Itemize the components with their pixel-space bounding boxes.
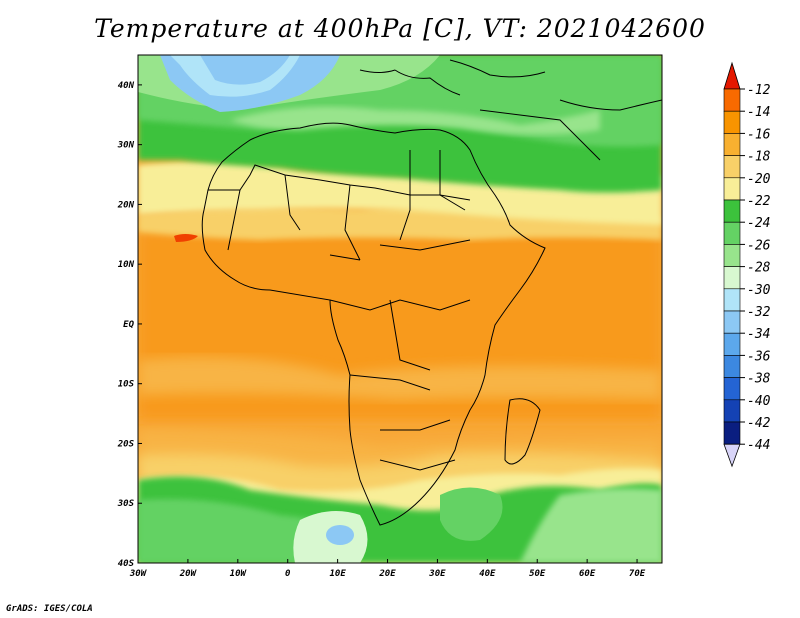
colorbar-top-arrow [723, 61, 741, 90]
colorbar-label: -40 [747, 394, 771, 409]
lat-label: 30S [117, 499, 135, 509]
lat-label: 10N [118, 260, 135, 270]
colorbar-label: -22 [747, 194, 771, 209]
lat-label: 30N [117, 141, 135, 151]
colorbar-label: -42 [747, 416, 771, 431]
latitude-labels: 40N 30N 20N 10N EQ 10S 20S 30S 40S [117, 81, 135, 569]
lon-label: 50E [529, 569, 546, 579]
colorbar-label: -20 [747, 172, 771, 187]
lat-label: 10S [118, 380, 135, 390]
colorbar-bottom-arrow [723, 443, 741, 468]
colorbar-segment [723, 155, 741, 179]
colorbar-label: -32 [747, 305, 771, 320]
colorbar-segment [723, 332, 741, 356]
map-frame [137, 54, 663, 564]
colorbar-segment [723, 110, 741, 134]
lat-label: 40S [118, 559, 135, 569]
lat-label: EQ [123, 320, 134, 330]
colorbar-segment [723, 199, 741, 223]
colorbar-segment [723, 266, 741, 290]
colorbar-label: -34 [747, 327, 770, 342]
lon-label: 30E [428, 569, 446, 579]
colorbar-label: -14 [747, 105, 770, 120]
colorbar-segment [723, 244, 741, 267]
colorbar-label: -24 [747, 216, 770, 231]
colorbar-segment [723, 310, 741, 334]
lon-label: 10W [230, 569, 248, 579]
lon-label: 30W [129, 569, 148, 579]
colorbar-label: -12 [747, 83, 771, 98]
colorbar-label: -26 [747, 238, 771, 253]
colorbar-label: -28 [747, 261, 771, 276]
lon-label: 10E [329, 569, 346, 579]
lon-label: 20W [179, 569, 198, 579]
colorbar-segment [723, 377, 741, 401]
colorbar-label: -16 [747, 127, 771, 142]
lat-label: 40N [118, 81, 135, 91]
lon-label: 0 [285, 569, 291, 579]
colorbar-label: -36 [747, 349, 771, 364]
lat-label: 20N [117, 200, 135, 210]
colorbar-label: -44 [747, 438, 770, 453]
lon-label: 70E [629, 569, 646, 579]
colorbar-label: -38 [747, 372, 771, 387]
colorbar: -12 -14 -16 -18 -20 -22 -24 -26 -28 -30 -32 -34 -36 -… [723, 61, 771, 468]
map-title: Temperature at 400hPa [C], VT: 202104260… [94, 14, 706, 43]
colorbar-segment [723, 421, 741, 445]
lat-label: 20S [117, 439, 135, 449]
lon-label: 40E [479, 569, 496, 579]
temperature-field [138, 55, 662, 563]
lon-label: 20E [378, 569, 396, 579]
colorbar-segment [723, 133, 741, 156]
colorbar-segment [723, 399, 741, 423]
lon-label: 60E [579, 569, 596, 579]
colorbar-segment [723, 177, 741, 201]
longitude-labels: 30W 20W 10W 0 10E 20E 30E 40E 50E 60E 70E [129, 569, 646, 579]
grads-credit: GrADS: IGES/COLA [6, 604, 93, 614]
colorbar-segment [723, 355, 741, 378]
colorbar-label: -18 [747, 150, 771, 165]
colorbar-segment [723, 221, 741, 245]
colorbar-label: -30 [747, 283, 771, 298]
colorbar-segment [723, 288, 741, 312]
axis-ticks [137, 84, 638, 564]
coastlines-and-borders [201, 59, 662, 526]
colorbar-segment [723, 88, 741, 112]
